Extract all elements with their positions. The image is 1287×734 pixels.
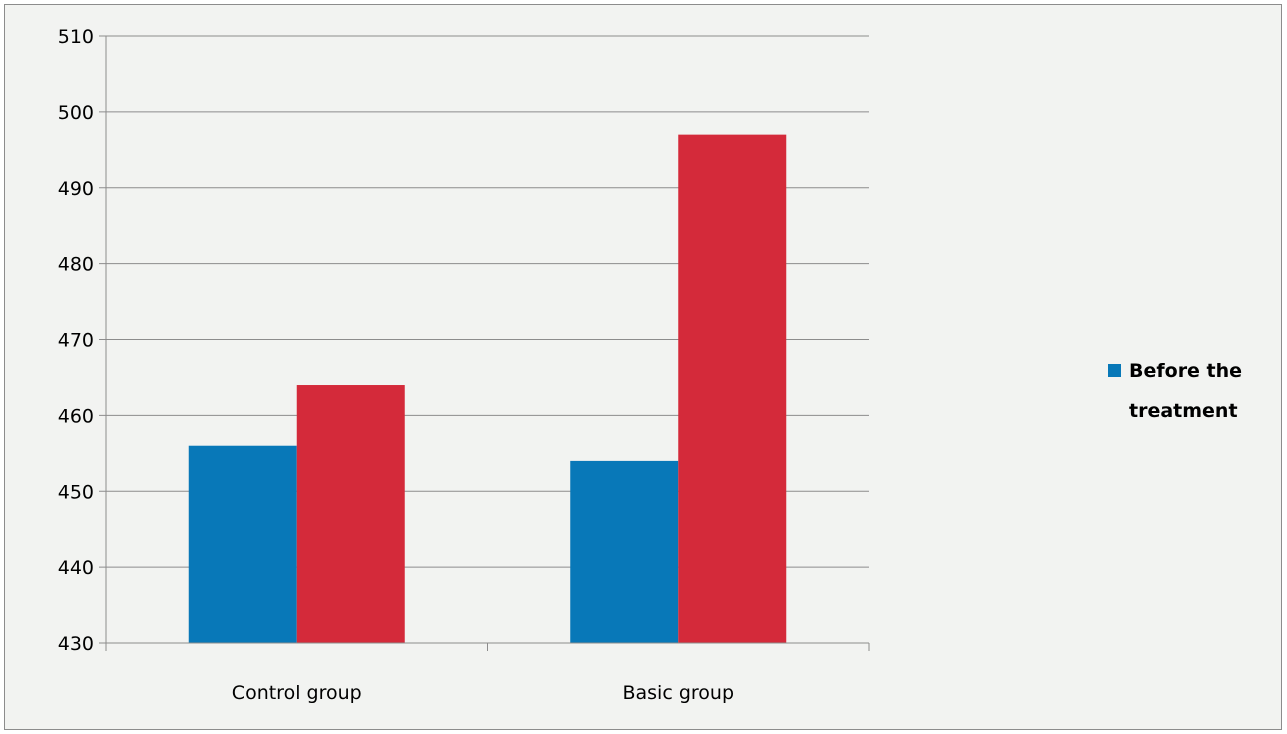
bar-control-group-series-2 xyxy=(296,385,405,643)
bar-basic-group-series-1 xyxy=(570,460,679,643)
y-tick-label-470: 470 xyxy=(58,330,94,352)
y-tick-label-500: 500 xyxy=(58,102,94,124)
y-tick-label-440: 440 xyxy=(58,557,94,579)
legend-swatch-before-treatment xyxy=(1108,364,1121,377)
y-tick-label-460: 460 xyxy=(58,405,94,427)
x-category-label-basic-group: Basic group xyxy=(622,682,734,704)
x-category-labels: Control group Basic group xyxy=(232,682,734,704)
y-tick-labels: 430 440 450 460 470 480 490 500 510 xyxy=(58,26,106,655)
y-tick-label-490: 490 xyxy=(58,178,94,200)
bar-control-group-series-1 xyxy=(188,445,297,643)
legend-label-before-treatment: Before the treatment xyxy=(1129,360,1242,422)
y-tick-label-510: 510 xyxy=(58,26,94,48)
y-tick-label-480: 480 xyxy=(58,254,94,276)
bars xyxy=(188,134,787,643)
y-tick-label-450: 450 xyxy=(58,481,94,503)
legend: Before the treatment xyxy=(1108,360,1242,422)
x-category-label-control-group: Control group xyxy=(232,682,362,704)
y-tick-label-430: 430 xyxy=(58,633,94,655)
bar-basic-group-series-2 xyxy=(678,134,787,643)
